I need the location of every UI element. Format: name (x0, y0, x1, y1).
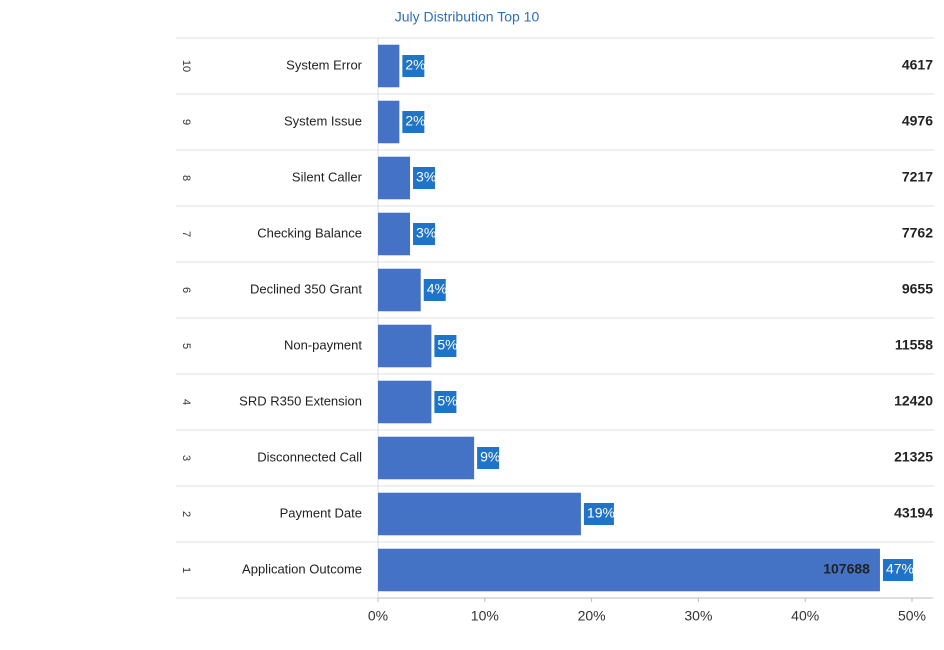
count-label: 107688 (823, 561, 870, 577)
bar (378, 492, 581, 536)
bar (378, 548, 880, 592)
value-label-box (402, 111, 425, 133)
bar (378, 268, 421, 312)
value-label: 3% (416, 225, 436, 241)
count-label: 7762 (902, 225, 933, 241)
rank-label: 4 (180, 399, 192, 405)
bar (378, 100, 400, 144)
count-label: 11558 (895, 337, 933, 353)
rank-label: 1 (180, 567, 192, 573)
category-label: Declined 350 Grant (250, 281, 362, 296)
count-label: 9655 (902, 281, 933, 297)
rank-label: 8 (180, 175, 192, 181)
value-label-box (434, 335, 457, 357)
x-tick-label: 0% (368, 608, 388, 624)
category-label: System Issue (284, 113, 362, 128)
count-label: 21325 (894, 449, 933, 465)
count-label: 7217 (902, 169, 933, 185)
value-label-box (413, 167, 436, 189)
category-label: Checking Balance (257, 225, 362, 240)
chart-title: July Distribution Top 10 (395, 9, 540, 25)
bar (378, 436, 475, 480)
count-label: 12420 (894, 393, 933, 409)
bar (378, 380, 432, 424)
x-tick-label: 20% (578, 608, 606, 624)
rank-label: 7 (180, 231, 192, 237)
value-label: 47% (886, 561, 914, 577)
value-label-box (423, 279, 446, 301)
value-label: 3% (416, 169, 436, 185)
rank-label: 5 (180, 343, 192, 349)
value-label-box (882, 559, 913, 581)
count-label: 43194 (894, 505, 933, 521)
x-tick-label: 50% (898, 608, 926, 624)
value-label: 5% (437, 393, 457, 409)
bar (378, 212, 411, 256)
bar (378, 44, 400, 88)
category-label: Application Outcome (242, 561, 362, 576)
value-label: 19% (587, 505, 615, 521)
rank-label: 2 (180, 511, 192, 517)
category-label: Non-payment (284, 337, 362, 352)
category-label: System Error (286, 57, 363, 72)
rank-label: 9 (180, 119, 192, 125)
x-tick-label: 40% (791, 608, 819, 624)
value-label: 2% (405, 57, 425, 73)
value-label-box (477, 447, 500, 469)
count-label: 4617 (902, 57, 933, 73)
value-label: 4% (427, 281, 447, 297)
value-label-box (413, 223, 436, 245)
value-label: 9% (480, 449, 500, 465)
category-label: SRD R350 Extension (239, 393, 362, 408)
bar (378, 324, 432, 368)
value-label: 2% (405, 113, 425, 129)
value-label-box (583, 503, 614, 525)
x-tick-label: 30% (684, 608, 712, 624)
count-label: 4976 (902, 113, 933, 129)
x-tick-label: 10% (471, 608, 499, 624)
value-label: 5% (437, 337, 457, 353)
category-label: Silent Caller (292, 169, 363, 184)
category-label: Payment Date (280, 505, 362, 520)
value-label-box (402, 55, 425, 77)
category-label: Disconnected Call (257, 449, 362, 464)
rank-label: 10 (180, 60, 192, 72)
rank-label: 6 (180, 287, 192, 293)
rank-label: 3 (180, 455, 192, 461)
value-label-box (434, 391, 457, 413)
bar (378, 156, 411, 200)
